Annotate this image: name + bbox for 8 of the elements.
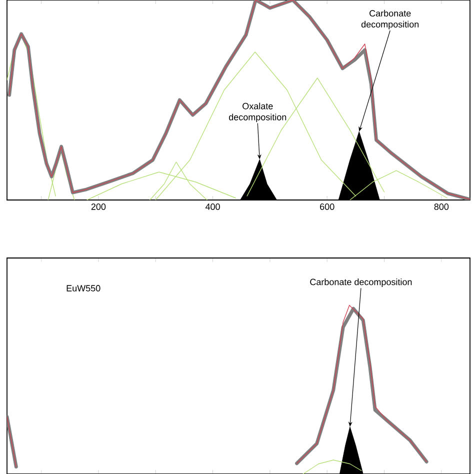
annotation: Oxalate decomposition bbox=[229, 102, 286, 122]
x-tick-label: 400 bbox=[205, 204, 220, 210]
text: EuW550 bbox=[66, 285, 100, 292]
annotation: Carbonate decomposition bbox=[361, 10, 419, 30]
x-tick-label: 200 bbox=[91, 204, 106, 210]
x-tick-label: 600 bbox=[320, 204, 334, 210]
x-tick-label: 800 bbox=[434, 204, 449, 210]
annotation: Carbonate decomposition bbox=[310, 278, 412, 287]
